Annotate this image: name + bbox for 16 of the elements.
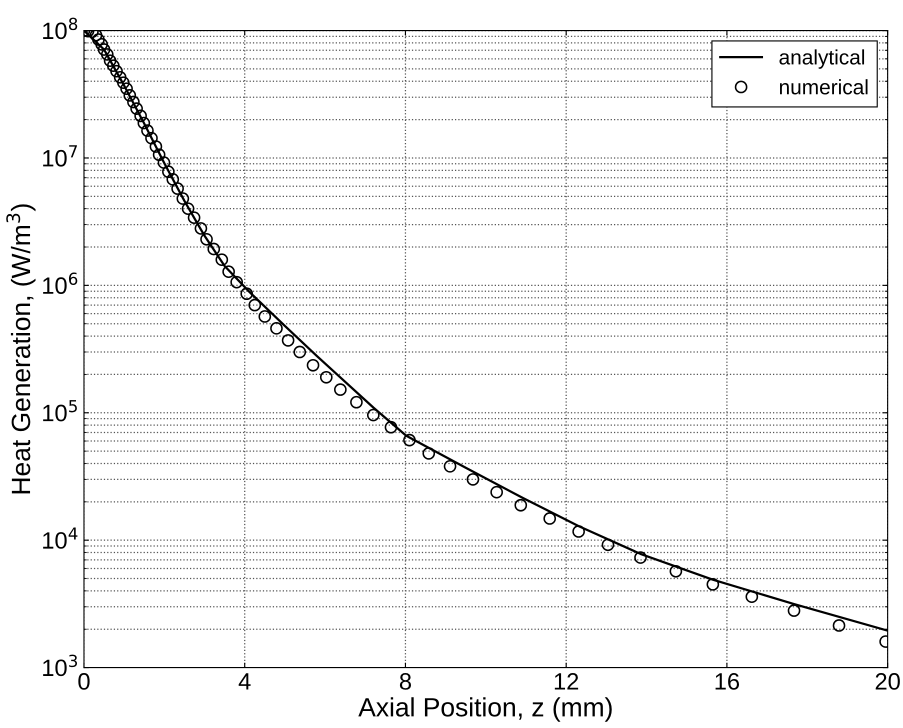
x-tick-label: 16 [716,673,740,690]
x-axis-title: Axial Position, z (mm) [358,697,612,722]
y-tick-label: 10$^{7}$ [43,145,77,167]
x-tick-label: 20 [876,673,900,690]
legend-label: analytical [779,49,864,69]
x-tick-label: 4 [238,673,251,690]
y-axis-title: Heat Generation, (W/m$^{3}$) [6,204,36,494]
y-tick-label: 10$^{4}$ [43,527,78,549]
y-tick-label: 10$^{8}$ [43,18,78,40]
y-tick-label: 10$^{6}$ [43,272,78,294]
x-tick-label: 8 [400,673,411,690]
y-tick-label: 10$^{5}$ [43,400,77,422]
x-tick-label: 0 [78,673,90,690]
y-tick-label: 10$^{3}$ [43,654,78,676]
legend-label: numerical [780,79,868,94]
x-tick-label: 12 [554,673,578,690]
